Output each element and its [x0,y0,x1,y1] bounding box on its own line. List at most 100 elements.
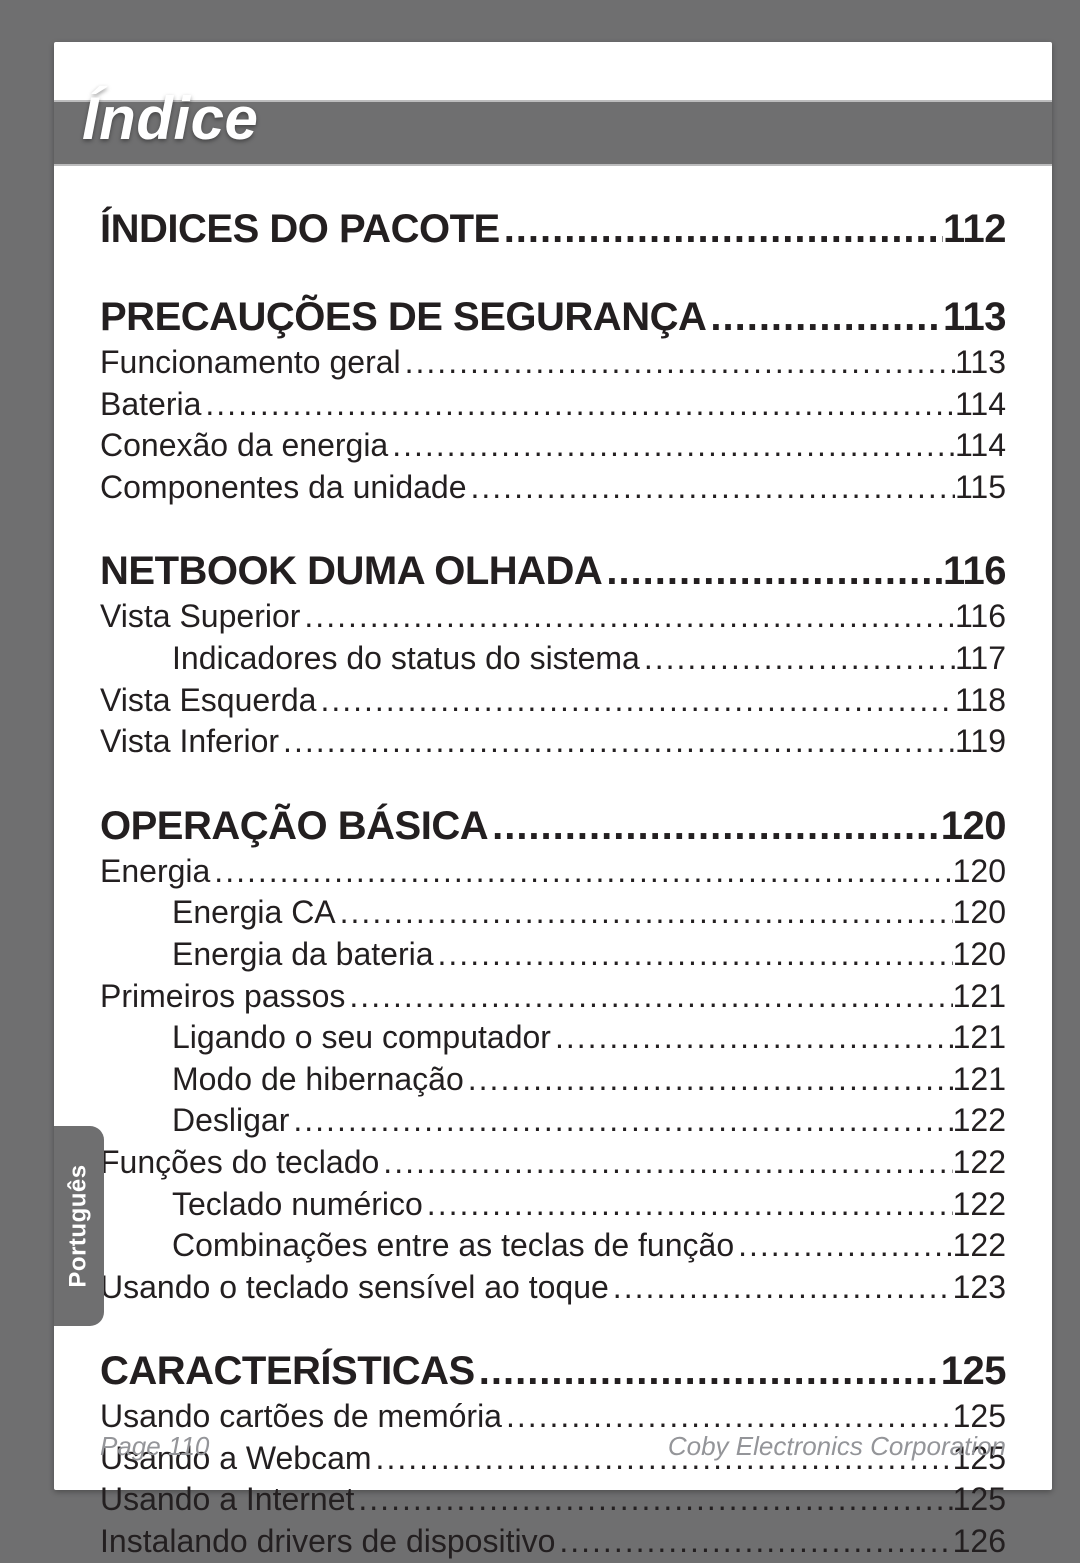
toc-heading-label: PRECAUÇÕES DE SEGURANÇA [100,292,706,342]
toc-heading[interactable]: PRECAUÇÕES DE SEGURANÇA.................… [100,292,1006,342]
toc-entry[interactable]: Modo de hibernação......................… [100,1059,1006,1101]
toc-entry[interactable]: Combinações entre as teclas de função...… [100,1225,1006,1267]
toc-entry[interactable]: Funcionamento geral.....................… [100,342,1006,384]
toc-entry-label: Bateria [100,384,201,426]
toc-leader-dots: ........................................… [602,546,943,596]
toc-entry-label: Conexão da energia [100,425,388,467]
toc-leader-dots: ........................................… [354,1479,952,1521]
page-footer: Page 110 Coby Electronics Corporation [100,1431,1006,1462]
toc-entry-label: Primeiros passos [100,976,345,1018]
toc-leader-dots: ........................................… [551,1017,953,1059]
toc-entry[interactable]: Bateria.................................… [100,384,1006,426]
toc-heading[interactable]: CARACTERÍSTICAS.........................… [100,1346,1006,1396]
toc-entry-page: 117 [955,638,1006,680]
toc-leader-dots: ........................................… [279,721,955,763]
toc-leader-dots: ........................................… [388,425,955,467]
toc-entry-page: 116 [955,596,1006,638]
toc-entry-label: Desligar [172,1100,289,1142]
language-tab-label: Português [65,1164,93,1287]
toc-entry[interactable]: Vista Inferior..........................… [100,721,1006,763]
toc-entry[interactable]: Teclado numérico........................… [100,1184,1006,1226]
toc-entry[interactable]: Usando o teclado sensível ao toque......… [100,1267,1006,1309]
toc-entry-label: Usando a Internet [100,1479,354,1521]
toc-entry-page: 113 [955,342,1006,384]
language-tab: Português [54,1126,104,1326]
toc-entry[interactable]: Desligar................................… [100,1100,1006,1142]
toc-entry-page: 123 [953,1267,1006,1309]
toc-heading-page: 113 [943,292,1006,342]
toc-entry-page: 125 [953,1479,1006,1521]
toc-entry[interactable]: Instalando drivers de dispositivo.......… [100,1521,1006,1563]
toc-entry-page: 119 [955,721,1006,763]
toc-entry-page: 114 [955,384,1006,426]
toc-heading-page: 120 [941,801,1006,851]
toc-leader-dots: ........................................… [488,801,941,851]
toc-heading-page: 112 [943,204,1006,254]
page-container: Índice ÍNDICES DO PACOTE................… [54,42,1052,1490]
toc-leader-dots: ........................................… [706,292,943,342]
toc-entry-page: 120 [953,892,1006,934]
footer-page-number: Page 110 [100,1431,209,1462]
toc-entry[interactable]: Componentes da unidade..................… [100,467,1006,509]
toc-heading[interactable]: ÍNDICES DO PACOTE.......................… [100,204,1006,254]
toc-entry-label: Funções do teclado [100,1142,379,1184]
toc-heading-page: 125 [941,1346,1006,1396]
toc-entry-label: Vista Esquerda [100,680,316,722]
toc-entry[interactable]: Primeiros passos........................… [100,976,1006,1018]
toc-leader-dots: ........................................… [289,1100,952,1142]
toc-entry[interactable]: Conexão da energia......................… [100,425,1006,467]
toc-entry-page: 126 [953,1521,1006,1563]
toc-leader-dots: ........................................… [500,204,943,254]
toc-entry-label: Indicadores do status do sistema [172,638,640,680]
toc-leader-dots: ........................................… [434,934,953,976]
page-title: Índice [82,84,258,153]
toc-leader-dots: ........................................… [475,1346,941,1396]
toc-section: PRECAUÇÕES DE SEGURANÇA.................… [100,292,1006,508]
toc-entry-label: Energia [100,851,210,893]
toc-entry-page: 122 [953,1225,1006,1267]
toc-heading-label: NETBOOK DUMA OLHADA [100,546,602,596]
toc-entry-page: 120 [953,934,1006,976]
toc-entry[interactable]: Funções do teclado......................… [100,1142,1006,1184]
toc-entry[interactable]: Vista Superior..........................… [100,596,1006,638]
toc-leader-dots: ........................................… [401,342,955,384]
toc-heading-label: ÍNDICES DO PACOTE [100,204,500,254]
toc-entry-label: Modo de hibernação [172,1059,464,1101]
toc-entry-label: Vista Inferior [100,721,279,763]
toc-section: NETBOOK DUMA OLHADA.....................… [100,546,1006,762]
toc-leader-dots: ........................................… [210,851,952,893]
table-of-contents: ÍNDICES DO PACOTE.......................… [100,190,1006,1563]
toc-entry-page: 121 [953,1059,1006,1101]
toc-leader-dots: ........................................… [316,680,955,722]
toc-entry[interactable]: Energia CA..............................… [100,892,1006,934]
toc-entry-label: Usando o teclado sensível ao toque [100,1267,609,1309]
toc-heading-label: OPERAÇÃO BÁSICA [100,801,488,851]
toc-entry-page: 121 [953,1017,1006,1059]
toc-entry-page: 120 [953,851,1006,893]
toc-heading[interactable]: NETBOOK DUMA OLHADA.....................… [100,546,1006,596]
toc-entry[interactable]: Ligando o seu computador................… [100,1017,1006,1059]
toc-entry[interactable]: Vista Esquerda..........................… [100,680,1006,722]
toc-leader-dots: ........................................… [423,1184,953,1226]
toc-entry-label: Ligando o seu computador [172,1017,551,1059]
toc-section: OPERAÇÃO BÁSICA.........................… [100,801,1006,1309]
toc-heading-label: CARACTERÍSTICAS [100,1346,475,1396]
toc-leader-dots: ........................................… [345,976,952,1018]
toc-heading[interactable]: OPERAÇÃO BÁSICA.........................… [100,801,1006,851]
toc-entry-page: 121 [953,976,1006,1018]
footer-company: Coby Electronics Corporation [668,1431,1006,1462]
toc-leader-dots: ........................................… [336,892,953,934]
toc-entry[interactable]: Energia.................................… [100,851,1006,893]
toc-entry-label: Teclado numérico [172,1184,423,1226]
toc-entry-label: Energia da bateria [172,934,434,976]
toc-entry[interactable]: Usando a Internet.......................… [100,1479,1006,1521]
toc-entry[interactable]: Indicadores do status do sistema........… [100,638,1006,680]
toc-entry[interactable]: Energia da bateria......................… [100,934,1006,976]
toc-entry-page: 118 [955,680,1006,722]
toc-heading-page: 116 [943,546,1006,596]
toc-entry-page: 115 [955,467,1006,509]
toc-entry-label: Vista Superior [100,596,300,638]
toc-entry-page: 114 [955,425,1006,467]
toc-leader-dots: ........................................… [640,638,955,680]
toc-leader-dots: ........................................… [734,1225,953,1267]
